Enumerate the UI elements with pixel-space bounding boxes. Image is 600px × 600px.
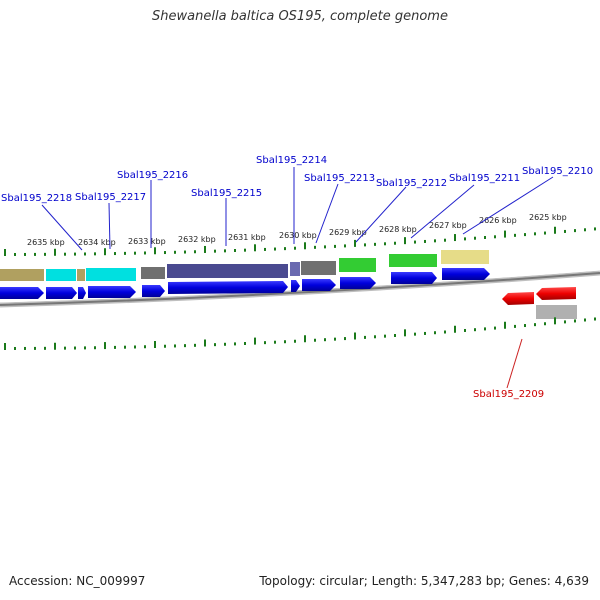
scale-tick-label: 2634 kbp [78, 238, 116, 247]
backbone-arc-core [0, 272, 600, 306]
cog-block [0, 269, 44, 281]
forward-cds-track [0, 268, 490, 299]
gene-label-forward: Sbal195_2214 [256, 155, 327, 166]
outer-scale-ticks [4, 226, 596, 256]
leader-line [355, 186, 407, 243]
forward-cds-arrow [46, 287, 77, 299]
cog-block [339, 258, 376, 272]
cog-blocks [0, 250, 489, 281]
cog-block-reverse [536, 305, 577, 319]
scale-tick-label: 2632 kbp [178, 235, 216, 244]
cog-block [389, 254, 437, 267]
genome-title: Shewanella baltica OS195, complete genom… [152, 9, 448, 24]
cog-block [441, 250, 489, 264]
scale-tick-label: 2626 kbp [479, 216, 517, 225]
leader-line [108, 202, 111, 250]
gene-label-forward: Sbal195_2216 [117, 170, 188, 181]
gene-label-forward: Sbal195_2211 [449, 173, 520, 184]
forward-cds-arrow [0, 287, 44, 299]
scale-tick-label: 2635 kbp [27, 238, 65, 247]
scale-tick-label: 2633 kbp [128, 237, 166, 246]
genome-stats-label: Topology: circular; Length: 5,347,283 bp… [259, 574, 589, 588]
forward-cds-arrow [291, 280, 300, 292]
cog-block [301, 261, 336, 275]
gene-label-forward: Sbal195_2215 [191, 188, 262, 199]
scale-tick-label: 2631 kbp [228, 233, 266, 242]
scale-tick-label: 2629 kbp [329, 228, 367, 237]
cog-block [167, 264, 288, 278]
cog-block [141, 267, 165, 279]
cog-block [46, 269, 76, 281]
leader-line [462, 176, 554, 235]
gene-label-forward: Sbal195_2217 [75, 192, 146, 203]
gene-label-reverse: Sbal195_2209 [473, 389, 544, 400]
scale-tick-label: 2630 kbp [279, 231, 317, 240]
gene-label-forward: Sbal195_2210 [522, 166, 593, 177]
forward-cds-arrow [142, 285, 165, 297]
forward-cds-arrow [302, 279, 336, 291]
cog-block [86, 268, 136, 281]
gene-labels: Sbal195_2218 Sbal195_2217 Sbal195_2216 S… [1, 155, 593, 400]
leader-line [315, 183, 339, 244]
gene-label-forward: Sbal195_2213 [304, 173, 375, 184]
forward-cds-arrow [391, 272, 437, 284]
reverse-cds-track [502, 287, 576, 305]
cog-block [77, 269, 85, 281]
scale-labels: 2635 kbp 2634 kbp 2633 kbp 2632 kbp 2631… [27, 213, 567, 247]
gene-label-forward: Sbal195_2212 [376, 178, 447, 189]
forward-cds-arrow [88, 286, 136, 298]
scale-tick-label: 2628 kbp [379, 225, 417, 234]
leader-line [410, 184, 475, 239]
scale-tick-label: 2625 kbp [529, 213, 567, 222]
forward-cds-arrow [340, 277, 376, 289]
accession-label: Accession: NC_009997 [9, 574, 146, 588]
gene-leader-lines [41, 167, 554, 389]
forward-cds-arrow [442, 268, 490, 280]
reverse-cds-arrow [536, 287, 576, 300]
leader-line-reverse [506, 338, 523, 389]
forward-cds-arrow [78, 287, 86, 299]
leader-line [41, 204, 83, 251]
cog-block [290, 262, 300, 276]
reverse-cds-arrow [502, 292, 534, 305]
inner-scale-ticks [4, 317, 596, 350]
backbone-arc-gap-inner [0, 269, 600, 303]
gene-label-forward: Sbal195_2218 [1, 193, 72, 204]
scale-tick-label: 2627 kbp [429, 221, 467, 230]
forward-cds-arrow [168, 281, 288, 294]
